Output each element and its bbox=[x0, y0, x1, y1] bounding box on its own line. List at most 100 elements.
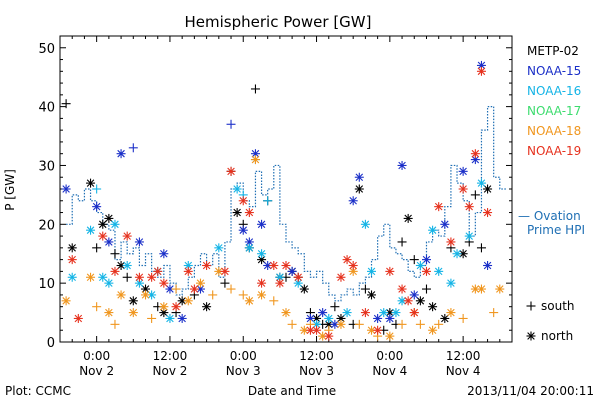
data-point-noaa-19 bbox=[397, 284, 407, 294]
marker-stroke bbox=[404, 297, 412, 305]
marker-stroke bbox=[312, 320, 321, 329]
marker-stroke bbox=[233, 208, 241, 217]
data-point-noaa-18 bbox=[489, 308, 499, 318]
legend-marker-north bbox=[526, 331, 536, 341]
footer-timestamp: 2013/11/04 20:00:11 bbox=[467, 384, 594, 398]
data-point-noaa-19 bbox=[403, 296, 413, 306]
data-point-noaa-19 bbox=[171, 302, 181, 312]
marker-stroke bbox=[123, 261, 131, 270]
data-point-noaa-19 bbox=[421, 266, 431, 276]
marker-stroke bbox=[459, 185, 467, 193]
marker-stroke bbox=[147, 273, 156, 282]
marker-stroke bbox=[312, 314, 321, 323]
marker-stroke bbox=[300, 326, 309, 334]
data-point-noaa-19 bbox=[324, 331, 334, 341]
marker-stroke bbox=[86, 226, 95, 234]
data-point-noaa-19 bbox=[281, 261, 291, 270]
data-point-noaa-19 bbox=[434, 202, 444, 212]
data-point-noaa-16 bbox=[98, 272, 108, 282]
y-tick-label: 30 bbox=[38, 159, 55, 174]
legend-ovation-label: Prime HPI bbox=[527, 223, 585, 237]
data-point-noaa-19 bbox=[458, 184, 468, 194]
data-point-metp-02 bbox=[397, 237, 407, 247]
marker-stroke bbox=[105, 238, 113, 246]
marker-stroke bbox=[453, 249, 461, 258]
marker-stroke bbox=[153, 267, 162, 276]
chart-title: Hemispheric Power [GW] bbox=[185, 13, 372, 31]
data-point-noaa-18 bbox=[434, 319, 444, 329]
data-point-metp-02 bbox=[110, 249, 120, 259]
data-point-noaa-16 bbox=[257, 249, 267, 259]
legend-entry-noaa-15: NOAA-15 bbox=[527, 64, 581, 78]
data-points bbox=[61, 60, 505, 341]
marker-stroke bbox=[477, 67, 486, 76]
legend-entry-noaa-18: NOAA-18 bbox=[527, 124, 581, 138]
marker-stroke bbox=[447, 238, 455, 246]
marker-stroke bbox=[428, 302, 437, 311]
data-point-noaa-19 bbox=[189, 284, 199, 294]
marker-stroke bbox=[367, 326, 376, 334]
x-tick-date-label: Nov 3 bbox=[226, 364, 261, 378]
marker-stroke bbox=[324, 320, 333, 329]
marker-stroke bbox=[386, 308, 394, 317]
data-point-noaa-16 bbox=[360, 219, 370, 229]
legend-entry-metp-02: METP-02 bbox=[527, 44, 579, 58]
marker-stroke bbox=[257, 249, 266, 258]
marker-stroke bbox=[343, 308, 351, 317]
marker-stroke bbox=[245, 297, 254, 305]
marker-stroke bbox=[190, 285, 199, 293]
x-tick-time-label: 0:00 bbox=[376, 349, 403, 363]
data-point-noaa-15 bbox=[458, 166, 468, 176]
data-point-noaa-18 bbox=[244, 296, 254, 306]
x-axis-label: Date and Time bbox=[248, 384, 336, 398]
marker-stroke bbox=[68, 244, 76, 252]
legend: METP-02 NOAA-15 NOAA-16 NOAA-17 NOAA-18 NOAA-… bbox=[518, 44, 585, 343]
marker-stroke bbox=[428, 326, 437, 334]
marker-stroke bbox=[459, 249, 467, 258]
data-point-noaa-18 bbox=[336, 319, 346, 329]
marker-stroke bbox=[263, 261, 272, 270]
x-tick-date-label: Nov 4 bbox=[446, 364, 481, 378]
data-point-noaa-16 bbox=[122, 261, 132, 270]
data-point-metp-02 bbox=[458, 249, 468, 259]
marker-stroke bbox=[483, 261, 492, 270]
marker-stroke bbox=[373, 326, 382, 334]
x-tick-date-label: Nov 2 bbox=[79, 364, 114, 378]
marker-stroke bbox=[465, 232, 474, 240]
marker-stroke bbox=[129, 297, 138, 305]
data-point-noaa-19 bbox=[476, 66, 486, 76]
marker-stroke bbox=[386, 314, 394, 323]
data-point-noaa-15 bbox=[421, 255, 431, 265]
data-point-noaa-19 bbox=[446, 237, 456, 247]
marker-stroke bbox=[355, 173, 364, 181]
marker-stroke bbox=[527, 332, 535, 340]
marker-stroke bbox=[434, 202, 443, 211]
data-point-noaa-16 bbox=[434, 266, 444, 276]
data-point-noaa-19 bbox=[293, 272, 303, 282]
x-tick-time-label: 0:00 bbox=[83, 349, 110, 363]
data-point-noaa-19 bbox=[98, 231, 108, 241]
data-point-noaa-15 bbox=[409, 290, 419, 300]
data-point-noaa-19 bbox=[305, 325, 315, 335]
data-point-noaa-16 bbox=[428, 225, 438, 235]
data-point-noaa-19 bbox=[464, 202, 474, 212]
data-point-noaa-18 bbox=[415, 319, 425, 329]
marker-stroke bbox=[496, 285, 504, 293]
data-point-noaa-16 bbox=[110, 219, 120, 229]
data-point-noaa-18 bbox=[367, 325, 377, 335]
data-point-noaa-16 bbox=[476, 178, 486, 188]
x-tick-time-label: 12:00 bbox=[153, 349, 188, 363]
marker-stroke bbox=[111, 220, 119, 229]
data-point-noaa-18 bbox=[141, 290, 151, 300]
data-point-metp-02 bbox=[330, 302, 340, 312]
data-point-noaa-16 bbox=[86, 225, 96, 235]
y-tick-label: 40 bbox=[38, 101, 55, 116]
marker-stroke bbox=[257, 279, 266, 287]
data-point-noaa-15 bbox=[165, 284, 175, 294]
marker-stroke bbox=[337, 273, 345, 282]
marker-stroke bbox=[98, 220, 107, 229]
marker-stroke bbox=[447, 279, 455, 287]
marker-stroke bbox=[68, 255, 76, 264]
legend-marker-label-north: north bbox=[541, 329, 573, 343]
data-point-noaa-15 bbox=[287, 266, 297, 276]
